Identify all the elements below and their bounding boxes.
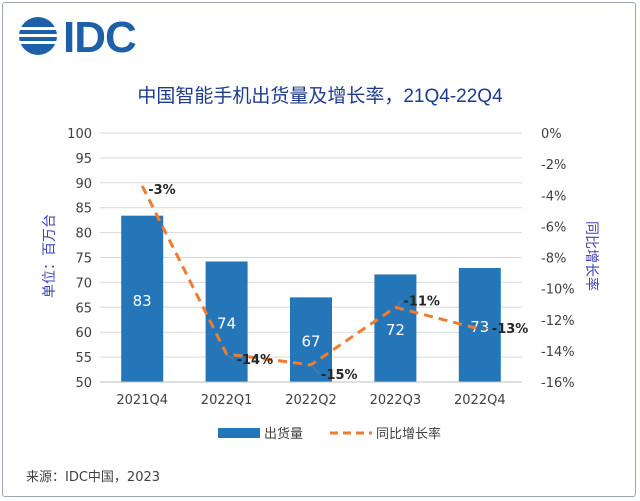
bar-value-label: 73 [470,318,489,336]
x-tick-label: 2021Q4 [116,393,168,408]
y-right-tick-label: -4% [541,189,566,204]
logo-text: IDC [63,13,136,62]
y-right-tick-label: -10% [541,283,575,298]
y-right-tick-label: -8% [541,252,566,267]
bar [290,297,332,382]
growth-label-leader [228,355,235,360]
y-axis-left: 50 55 60 65 70 75 80 85 90 95 100 [67,127,92,391]
bar-value-label: 83 [133,292,152,310]
y-left-tick-label: 65 [75,301,92,316]
growth-label-leader [397,300,402,308]
x-tick-label: 2022Q4 [454,393,506,408]
chart-title: 中国智能手机出货量及增长率，21Q4-22Q4 [137,85,503,107]
y-right-tick-label: -2% [541,158,566,173]
y-right-tick-label: -6% [541,220,566,235]
growth-line: -3% -14% -15% -11% -13% [140,183,529,383]
y-axis-left-title: 单位：百万台 [42,214,58,298]
bar-value-label: 74 [217,315,236,333]
y-right-tick-label: 0% [541,127,562,142]
x-tick-label: 2022Q1 [201,393,253,408]
globe-icon [18,17,58,55]
x-axis: 2021Q4 2022Q1 2022Q2 2022Q3 2022Q4 [100,381,522,408]
y-right-tick-label: -14% [541,345,575,360]
shipments-bars: 83 74 67 72 73 [121,215,501,382]
growth-label-leader [312,366,320,375]
legend: 出货量 同比增长率 [218,426,441,442]
growth-value-label: -13% [492,322,529,337]
growth-label-leader [481,327,490,330]
growth-value-label: -3% [148,183,175,198]
y-left-tick-label: 85 [75,202,92,217]
bar [458,267,501,382]
legend-bar-swatch [218,428,260,438]
bar-value-label: 72 [386,321,405,339]
idc-logo: IDC [18,13,137,62]
x-tick-label: 2022Q2 [285,393,337,408]
y-left-tick-label: 90 [75,177,92,192]
bar [205,261,248,382]
gridlines [100,132,522,383]
y-left-tick-label: 55 [75,351,92,366]
y-left-tick-label: 50 [75,376,92,391]
y-left-tick-label: 60 [75,326,92,341]
y-left-tick-label: 80 [75,227,92,242]
y-left-tick-label: 75 [75,252,92,267]
legend-bar-label: 出货量 [264,426,303,442]
chart-frame [2,2,636,497]
x-tick-label: 2022Q3 [370,393,422,408]
bar-value-label: 67 [301,333,320,351]
growth-value-label: -15% [321,368,358,383]
y-right-tick-label: -12% [541,314,575,329]
source-note: 来源：IDC中国，2023 [26,470,160,485]
y-left-tick-label: 100 [67,127,92,142]
y-right-tick-label: -16% [541,376,575,391]
y-axis-right-title: 同比增长率 [583,221,600,291]
bar [121,215,164,382]
bar [374,274,417,382]
growth-value-label: -11% [403,294,440,309]
legend-line-label: 同比增长率 [376,426,441,442]
y-axis-right: 0% -2% -4% -6% -8% -10% -12% -14% -16% [541,127,575,391]
y-left-tick-label: 95 [75,152,92,167]
y-left-tick-label: 70 [75,276,92,291]
growth-value-label: -14% [237,353,274,368]
